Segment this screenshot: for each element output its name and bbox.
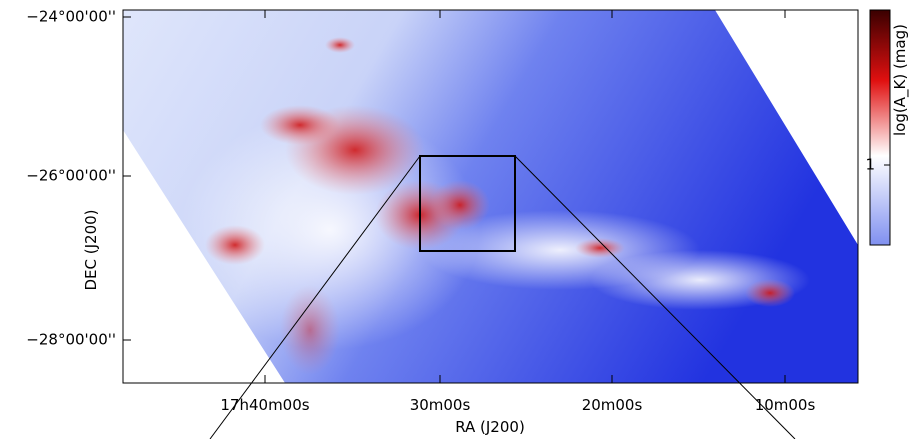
zoom-line <box>514 155 796 439</box>
y-tick-label: −26°00'00'' <box>26 167 116 185</box>
y-tick-label: −24°00'00'' <box>26 8 116 26</box>
x-tick-label: 10m00s <box>755 396 816 414</box>
colorbar-tick-label: 1 <box>865 156 875 174</box>
y-tick-label: −28°00'00'' <box>26 331 116 349</box>
x-axis-label: RA (J200) <box>455 418 525 436</box>
x-tick-label: 20m00s <box>582 396 643 414</box>
inset-box <box>419 155 516 252</box>
extinction-map <box>123 10 858 383</box>
colorbar <box>869 9 891 246</box>
y-axis-label: DEC (J200) <box>82 209 100 290</box>
x-tick-label: 17h40m00s <box>220 396 309 414</box>
colorbar-label: log(A_K) (mag) <box>891 24 910 136</box>
plot-frame <box>122 9 859 384</box>
zoom-line <box>209 155 421 439</box>
x-tick-label: 30m00s <box>410 396 471 414</box>
